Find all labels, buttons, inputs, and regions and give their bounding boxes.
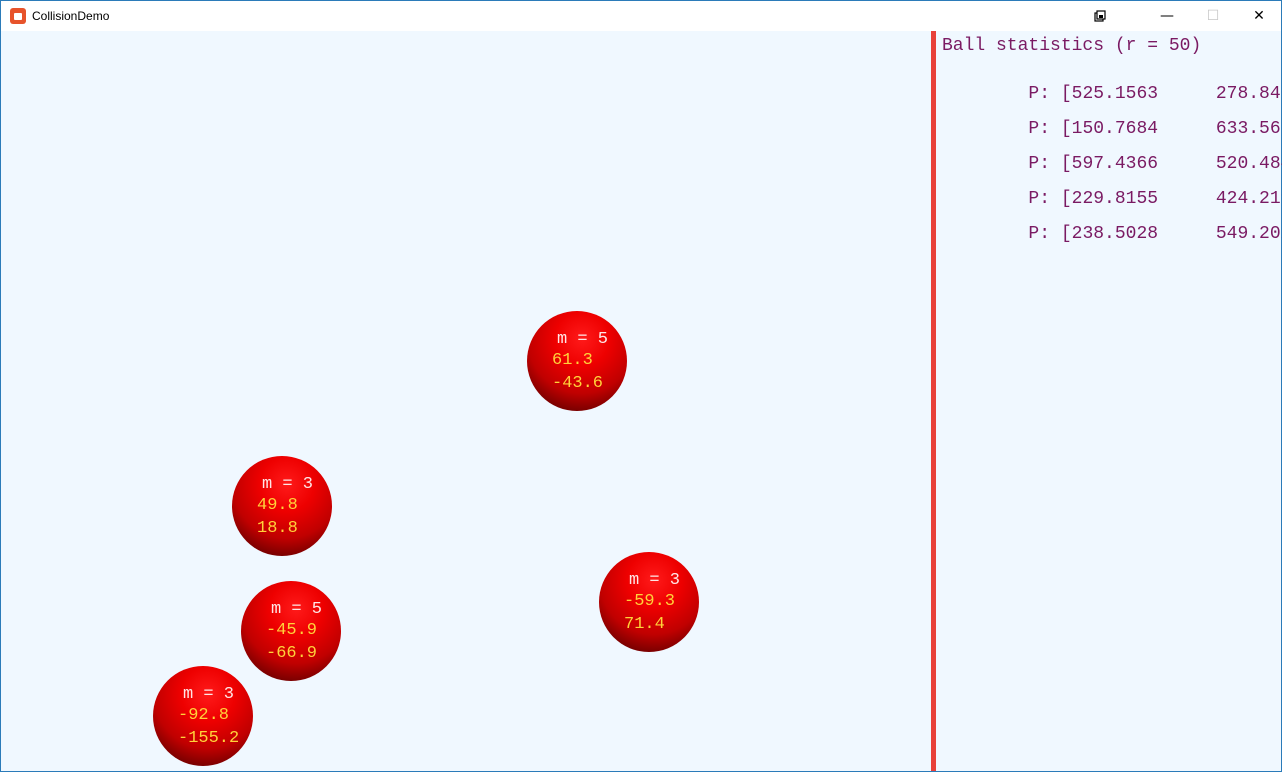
maximize-icon: ☐ xyxy=(1206,8,1220,24)
close-button[interactable]: ✕ xyxy=(1236,1,1282,31)
monogame-icon xyxy=(10,8,26,24)
stats-x: [229.8155 xyxy=(1060,189,1159,209)
minimize-icon: — xyxy=(1160,8,1174,24)
stats-x: [597.4366 xyxy=(1060,154,1159,174)
stats-row: P: [525.1563 278.8461] xyxy=(942,64,1282,104)
stats-title: Ball statistics (r = 50) xyxy=(942,36,1202,56)
ball-velocity-y: -155.2 xyxy=(178,729,240,748)
stats-y: 278.8461] xyxy=(1215,84,1282,104)
ball-velocity-y: 71.4 xyxy=(624,615,665,634)
stats-label: P: xyxy=(1028,189,1051,209)
ball-velocity-x: -59.3 xyxy=(624,592,676,611)
restore-icon-button[interactable] xyxy=(1077,1,1123,31)
ball-mass: m = 3 xyxy=(262,475,314,494)
stats-label: P: xyxy=(1028,154,1051,174)
stats-label: P: xyxy=(1028,224,1051,244)
ball-velocity-y: -66.9 xyxy=(266,644,318,663)
stats-y: 424.2198] xyxy=(1215,189,1282,209)
stats-x: [150.7684 xyxy=(1060,119,1159,139)
maximize-button[interactable]: ☐ xyxy=(1190,1,1236,31)
game-canvas[interactable]: Ball statistics (r = 50) P: [525.1563 278… xyxy=(1,31,1282,771)
ball-velocity-x: -92.8 xyxy=(178,706,230,725)
ball-mass: m = 5 xyxy=(271,600,323,619)
ball: m = 3 -59.3 71.4 xyxy=(599,552,699,652)
ball-velocity-x: 61.3 xyxy=(552,351,593,370)
ball-velocity-x: 49.8 xyxy=(257,496,298,515)
stats-row: P: [150.7684 633.5675] xyxy=(942,99,1282,139)
ball-mass: m = 3 xyxy=(629,571,681,590)
stats-row: P: [597.4366 520.4845] xyxy=(942,134,1282,174)
ball-velocity-y: -43.6 xyxy=(552,374,604,393)
stats-x: [238.5028 xyxy=(1060,224,1159,244)
ball-statistics-panel: Ball statistics (r = 50) P: [525.1563 278… xyxy=(942,36,1282,244)
ball: m = 5 -45.9 -66.9 xyxy=(241,581,341,681)
ball: m = 5 61.3 -43.6 xyxy=(527,311,627,411)
stats-row: P: [229.8155 424.2198] xyxy=(942,169,1282,209)
stats-y: 549.2021] xyxy=(1215,224,1282,244)
stats-row: P: [238.5028 549.2021] xyxy=(942,204,1282,244)
stats-y: 520.4845] xyxy=(1215,154,1282,174)
stats-divider xyxy=(931,31,936,771)
ball: m = 3 49.8 18.8 xyxy=(232,456,332,556)
title-bar[interactable]: CollisionDemo — ☐ ✕ xyxy=(1,1,1281,31)
stats-label: P: xyxy=(1028,84,1051,104)
ball-mass: m = 3 xyxy=(183,685,235,704)
ball-velocity-y: 18.8 xyxy=(257,519,298,538)
stats-label: P: xyxy=(1028,119,1051,139)
stats-x: [525.1563 xyxy=(1060,84,1159,104)
ball-mass: m = 5 xyxy=(557,330,609,349)
window-title: CollisionDemo xyxy=(32,9,110,23)
stats-y: 633.5675] xyxy=(1215,119,1282,139)
minimize-button[interactable]: — xyxy=(1144,1,1190,31)
ball: m = 3 -92.8 -155.2 xyxy=(153,666,253,766)
close-icon: ✕ xyxy=(1253,8,1265,24)
restore-icon xyxy=(1094,10,1106,22)
ball-velocity-x: -45.9 xyxy=(266,621,318,640)
